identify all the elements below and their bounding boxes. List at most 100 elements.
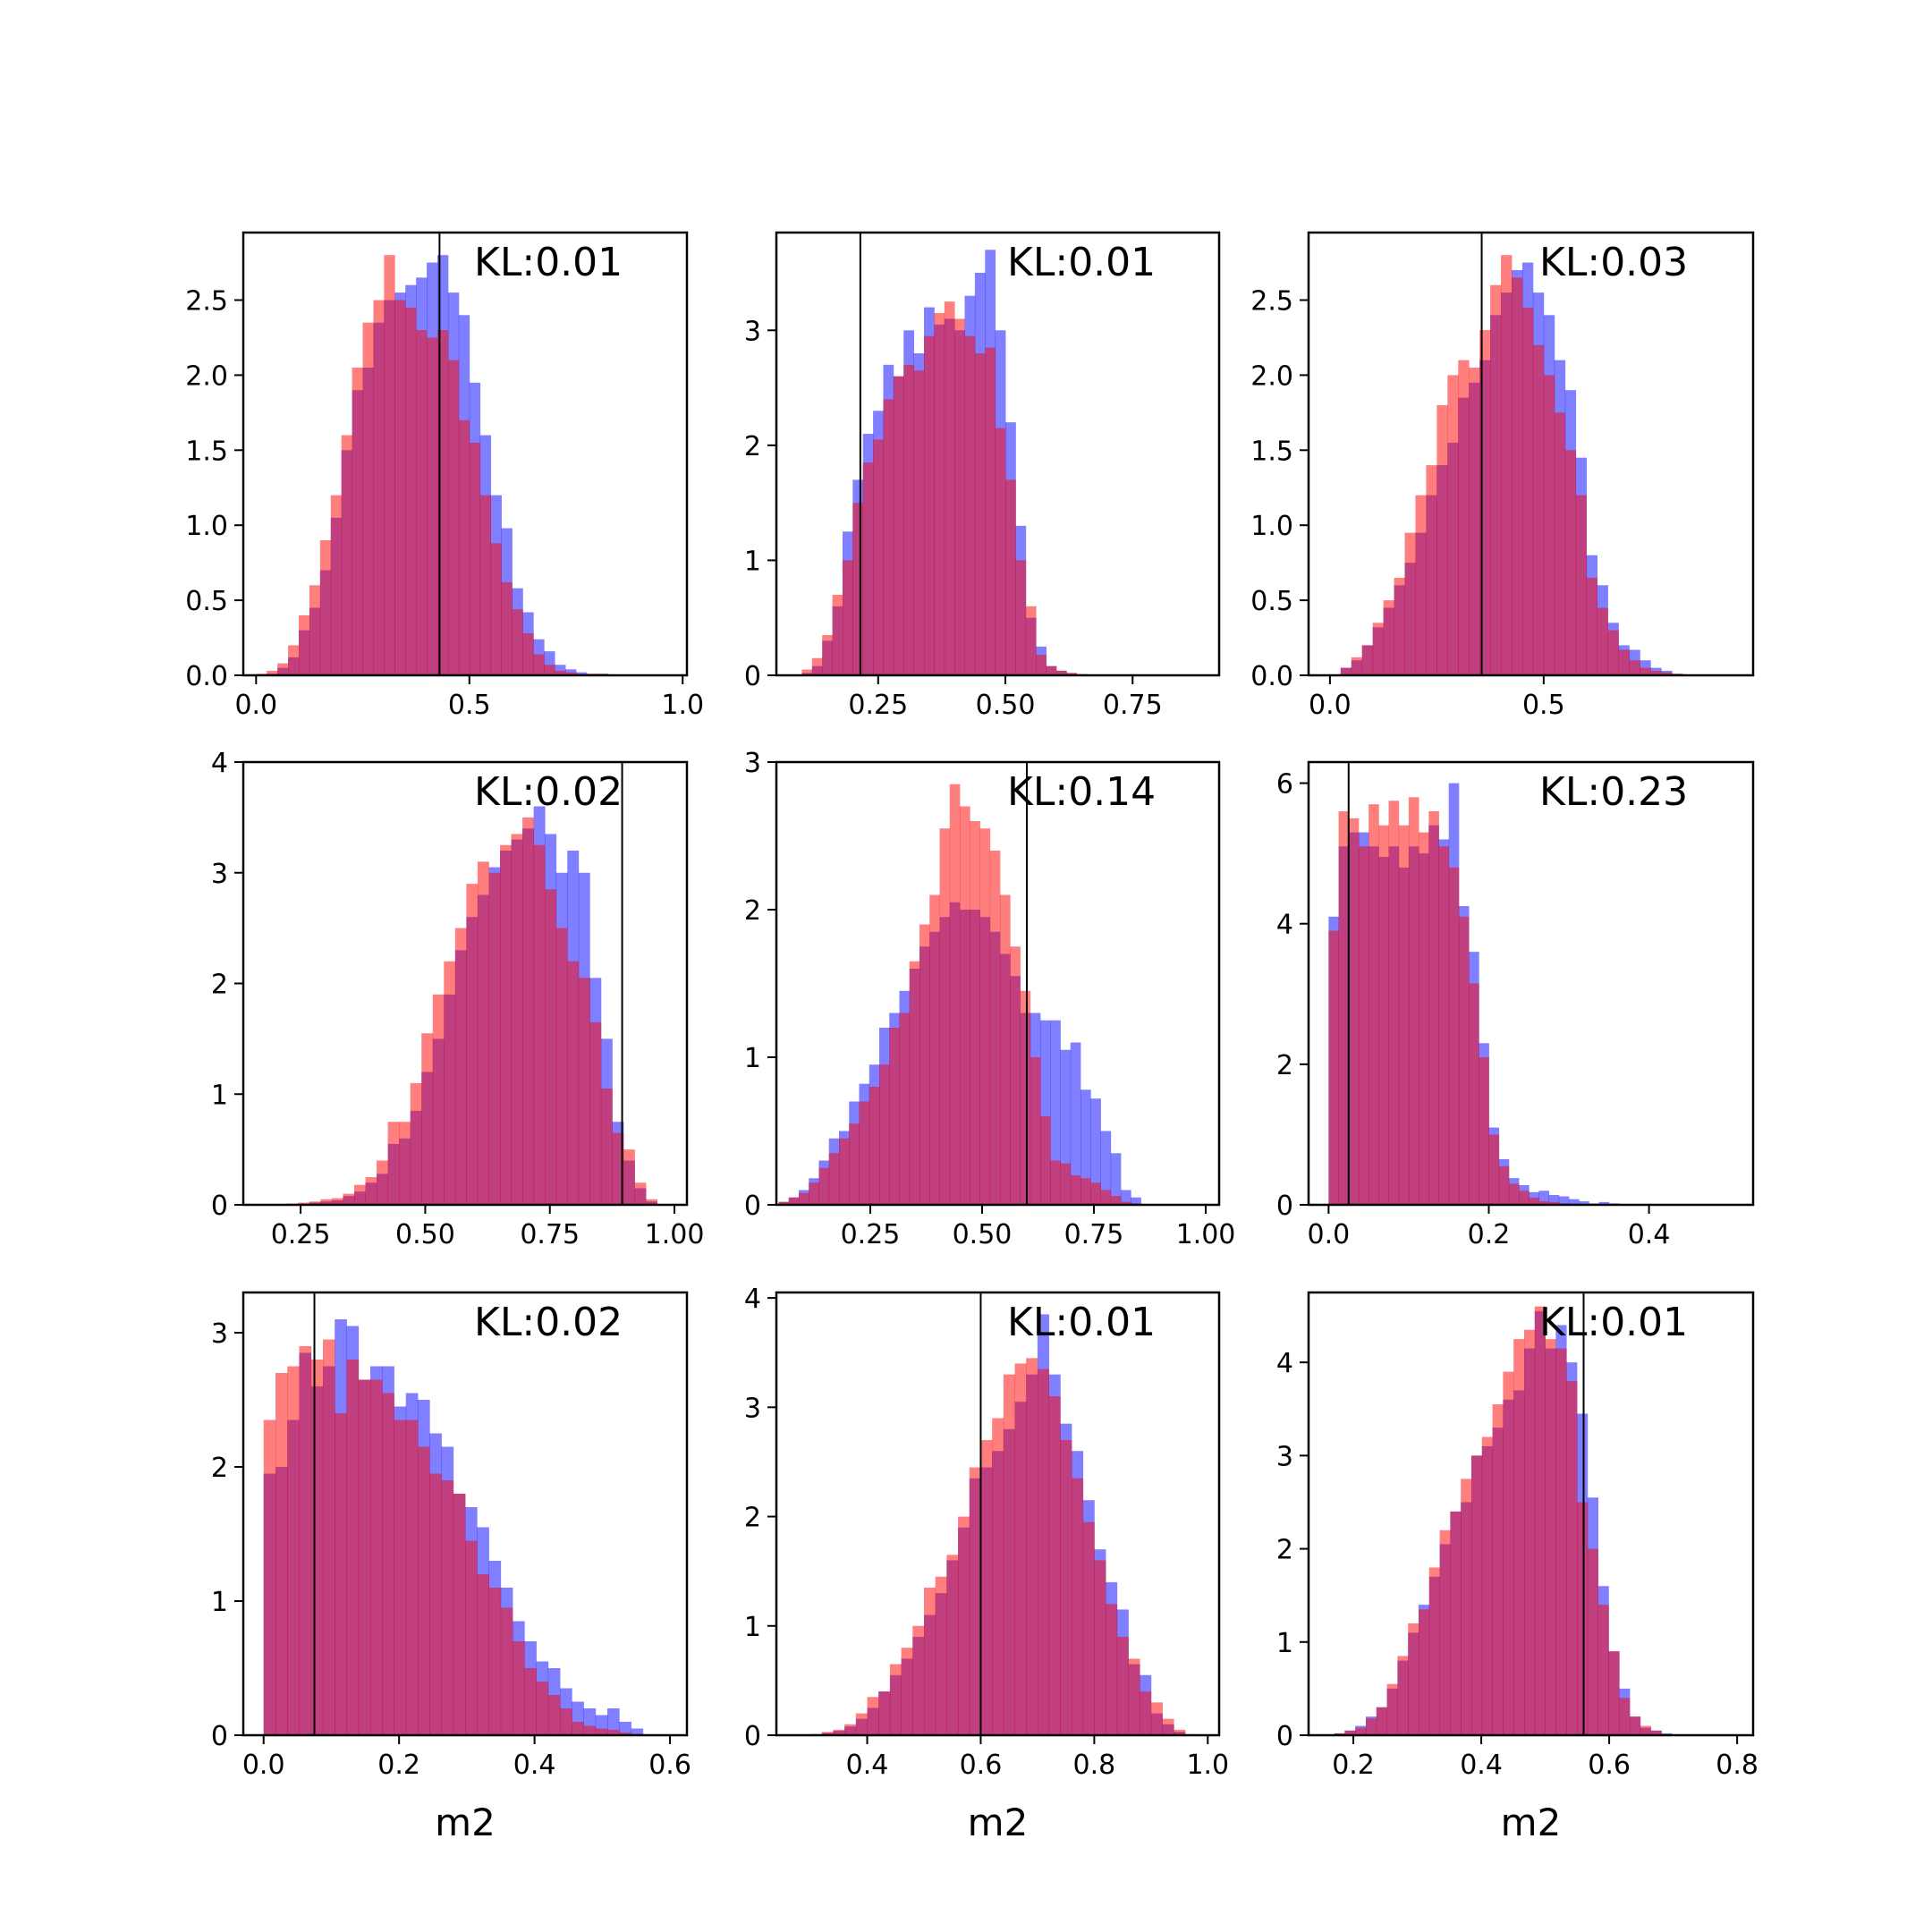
histogram-bar-red [1355, 1727, 1367, 1735]
y-tick-label: 2 [1276, 1050, 1293, 1081]
histogram-bar-red [1351, 657, 1363, 675]
histogram-bar-red [1436, 404, 1448, 675]
kl-annotation: KL:0.03 [1539, 240, 1688, 285]
histogram-bar-red [1344, 1730, 1356, 1735]
histogram-bar-red [912, 1625, 925, 1735]
histogram-bar-red [1529, 1198, 1539, 1205]
axes-frame [1307, 760, 1755, 1207]
histogram-bar-red [958, 1516, 970, 1735]
histogram-bar-red [319, 539, 332, 675]
histogram-bar-red [809, 1182, 819, 1205]
x-tick-label: 0.25 [271, 1219, 331, 1250]
histogram-bar-red [1348, 818, 1360, 1205]
histogram-bar-red [405, 307, 417, 675]
histogram-bar-red [859, 1101, 870, 1205]
histogram-bar-red [1608, 1651, 1620, 1735]
histogram-bar-red [828, 1153, 840, 1205]
histogram-bar-red [384, 255, 395, 675]
histogram-bar-red [889, 1664, 902, 1735]
histogram-bar-red [1447, 375, 1459, 675]
subplot-6: 0.0 0.2 0.4 0 2 4 6 KL:0.23 [1276, 760, 1755, 1250]
y-tick-label: 1 [211, 1080, 228, 1111]
histogram-bar-red [1010, 946, 1021, 1205]
histogram-bar-red [889, 1028, 900, 1205]
y-tick-label: 2.5 [1250, 286, 1293, 318]
histogram-bar-red [405, 1419, 419, 1735]
histogram-bar-red [1564, 450, 1577, 675]
histogram-bar-red [1619, 1698, 1631, 1735]
x-axis-label: m2 [968, 1801, 1029, 1844]
histogram-bar-red [1328, 930, 1339, 1205]
histogram-bar-red [883, 399, 894, 675]
x-tick-label: 1.0 [661, 690, 704, 721]
subplot-7: 0.0 0.2 0.4 0.6 0 1 2 3 KL:0.02 m2 [211, 1291, 691, 1844]
histogram-bar-red [288, 645, 300, 675]
histogram-bar-red [969, 1467, 981, 1735]
y-tick-label: 0 [211, 1191, 228, 1222]
y-tick-label: 2.0 [185, 360, 228, 392]
subplot-9: 0.2 0.4 0.6 0.8 0 1 2 3 4 KL:0.01 m2 [1276, 1291, 1758, 1844]
histogram-bar-red [1082, 1521, 1095, 1735]
kl-annotation: KL:0.23 [1539, 769, 1688, 815]
histogram-bar-red [441, 1480, 454, 1735]
histogram-bar-red [964, 335, 976, 675]
histogram-bar-red [352, 368, 363, 675]
histogram-bar-red [310, 1360, 324, 1735]
y-tick-label: 0 [1276, 1721, 1293, 1752]
histogram-bar-red [1388, 801, 1400, 1205]
y-tick-label: 6 [1276, 769, 1293, 801]
histogram-bar-blue [1558, 1196, 1570, 1205]
axes-frame [775, 231, 1221, 677]
histogram-bar-red [960, 806, 970, 1205]
histogram-bar-red [589, 1021, 602, 1205]
x-tick-label: 0.25 [848, 690, 908, 721]
histogram-bar-red [346, 1360, 360, 1735]
histogram-bar-red [949, 784, 961, 1205]
histogram-bar-red [1479, 1057, 1489, 1205]
y-tick-label: 0 [744, 1191, 761, 1222]
histogram-bar-red [1378, 825, 1389, 1205]
histogram-bar-red [429, 1473, 442, 1735]
subplot-2: 0.25 0.50 0.75 0 1 2 3 KL:0.01 [744, 231, 1221, 721]
histogram-bar-red [1534, 1306, 1546, 1735]
histogram-bar-red [1050, 1160, 1061, 1205]
kl-annotation: KL:0.02 [474, 769, 623, 815]
x-tick-label: 0.8 [1716, 1750, 1758, 1781]
histogram-bar-blue [1100, 1131, 1112, 1205]
subplot-3: 0.0 0.5 0.0 0.5 1.0 1.5 2.0 2.5 KL:0.03 [1250, 231, 1755, 721]
histogram-bar-red [849, 1123, 860, 1205]
histogram-bar-red [544, 665, 555, 675]
histogram-bar-red [1386, 1683, 1398, 1735]
histogram-bar-red [974, 353, 986, 675]
histogram-bar-red [1150, 1702, 1163, 1735]
histogram-bar-red [1030, 1057, 1041, 1205]
x-tick-label: 1.00 [645, 1219, 705, 1250]
histogram-bar-red [801, 669, 813, 675]
x-tick-label: 0.50 [395, 1219, 455, 1250]
histogram-bar-red [862, 462, 874, 675]
subplot-1: 0.0 0.5 1.0 0.0 0.5 1.0 1.5 2.0 2.5 KL:0.01 [185, 231, 704, 721]
histogram-bar-red [1106, 1604, 1118, 1735]
y-tick-label: 1 [211, 1587, 228, 1618]
histogram-bar-red [799, 1192, 809, 1205]
y-tick-label: 3 [744, 316, 761, 347]
histogram-bar-blue [555, 665, 566, 675]
histogram-bar-red [1015, 560, 1027, 675]
axes-frame [775, 1291, 1221, 1737]
histogram-bar-red [1490, 284, 1502, 675]
histogram-bar-red [417, 1446, 430, 1735]
y-tick-label: 2 [744, 431, 761, 462]
kl-annotation: KL:0.01 [1007, 240, 1156, 285]
x-axis-label: m2 [1501, 1801, 1562, 1844]
histogram-bar-red [954, 318, 965, 675]
histogram-bar-red [1055, 670, 1067, 675]
y-tick-label: 4 [1276, 1348, 1293, 1379]
histogram-bar-red [944, 301, 955, 675]
x-tick-label: 0.5 [1522, 690, 1565, 721]
histogram-bar-red [607, 1730, 620, 1735]
histogram-bar-red [263, 1419, 276, 1735]
histogram-bar-red [1162, 1718, 1174, 1735]
histogram-bar-red [979, 828, 991, 1205]
y-tick-label: 0.0 [1250, 661, 1293, 692]
histogram-bar-red [1469, 983, 1479, 1205]
